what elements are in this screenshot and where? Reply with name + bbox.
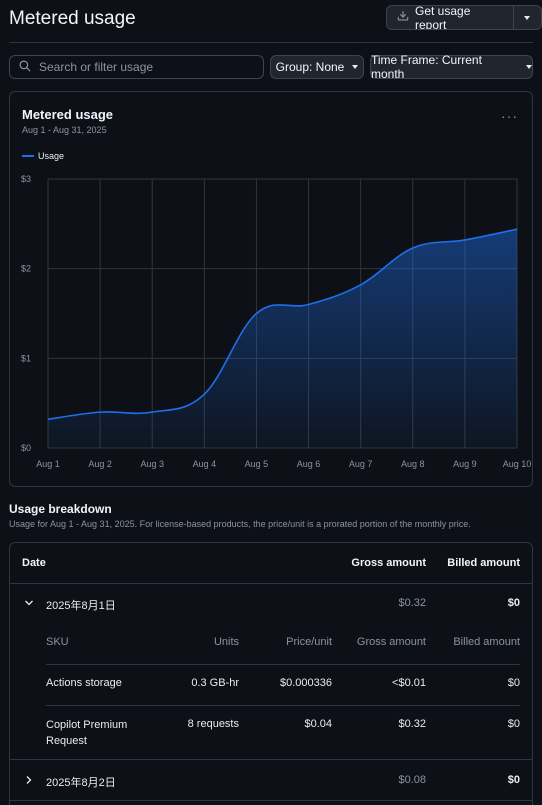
y-tick-label: $2 bbox=[21, 264, 31, 274]
report-options-dropdown[interactable] bbox=[514, 6, 541, 29]
x-tick-label: Aug 8 bbox=[401, 459, 425, 469]
sku-gross: <$0.01 bbox=[392, 677, 426, 689]
day-row-date[interactable]: 2025年8月2日 bbox=[46, 777, 116, 789]
sku-price: $0.04 bbox=[304, 718, 332, 730]
column-header-gross[interactable]: Gross amount bbox=[351, 557, 426, 569]
usage-series-line[interactable] bbox=[47, 228, 518, 421]
chart-title: Metered usage bbox=[22, 107, 114, 122]
page-title: Metered usage bbox=[9, 8, 136, 29]
sku-name: Copilot Premium Request bbox=[46, 719, 128, 747]
y-tick-label: $1 bbox=[21, 353, 31, 363]
sub-header-units: Units bbox=[213, 636, 239, 648]
x-tick-label: Aug 5 bbox=[245, 459, 269, 469]
search-input[interactable] bbox=[39, 60, 249, 74]
x-tick-label: Aug 1 bbox=[36, 459, 60, 469]
usage-area-chart: $0 $1 $2 $3 Aug 1 Aug 2 Aug 3 Aug 4 Aug 5 Aug 6 Au… bbox=[21, 174, 532, 469]
day-row-billed: $0 bbox=[507, 597, 520, 609]
caret-down-icon bbox=[352, 65, 359, 69]
day-row-billed: $0 bbox=[507, 774, 520, 786]
y-tick-label: $0 bbox=[21, 443, 31, 453]
sub-divider bbox=[46, 664, 520, 665]
y-tick-label: $3 bbox=[21, 174, 31, 184]
caret-down-icon bbox=[524, 15, 531, 20]
chart-legend[interactable]: Usage bbox=[22, 151, 64, 161]
header-divider bbox=[9, 42, 533, 43]
group-select-label: Group: None bbox=[275, 60, 345, 74]
sku-units: 8 requests bbox=[187, 718, 239, 730]
group-select[interactable]: Group: None bbox=[270, 55, 364, 79]
legend-swatch bbox=[22, 155, 34, 157]
day-row-gross: $0.08 bbox=[398, 774, 426, 786]
time-frame-select[interactable]: Time Frame: Current month bbox=[370, 53, 533, 81]
download-icon bbox=[397, 10, 409, 25]
sku-gross: $0.32 bbox=[398, 718, 426, 730]
row-divider bbox=[10, 800, 532, 801]
search-icon bbox=[19, 60, 31, 75]
sku-price: $0.000336 bbox=[280, 677, 332, 689]
x-tick-label: Aug 2 bbox=[88, 459, 112, 469]
chevron-down-icon[interactable] bbox=[23, 597, 35, 609]
sku-billed: $0 bbox=[507, 677, 520, 689]
sub-header-price: Price/unit bbox=[286, 636, 332, 648]
sub-header-gross: Gross amount bbox=[356, 636, 426, 648]
get-usage-report-button[interactable]: Get usage report bbox=[387, 6, 514, 29]
header-divider bbox=[10, 583, 532, 584]
breakdown-title: Usage breakdown bbox=[9, 502, 112, 516]
column-header-billed[interactable]: Billed amount bbox=[447, 557, 520, 569]
day-row-gross: $0.32 bbox=[398, 597, 426, 609]
search-box[interactable] bbox=[9, 55, 264, 79]
chevron-right-icon[interactable] bbox=[23, 774, 35, 786]
x-tick-label: Aug 10 bbox=[503, 459, 532, 469]
more-options-icon[interactable]: ··· bbox=[501, 108, 518, 124]
breakdown-subtitle: Usage for Aug 1 - Aug 31, 2025. For lice… bbox=[9, 519, 471, 529]
row-divider bbox=[10, 759, 532, 760]
sku-name: Actions storage bbox=[46, 677, 122, 689]
day-row-date[interactable]: 2025年8月1日 bbox=[46, 600, 116, 612]
usage-area-fill bbox=[48, 229, 517, 448]
sub-header-sku: SKU bbox=[46, 636, 69, 648]
x-tick-label: Aug 3 bbox=[140, 459, 164, 469]
sku-billed: $0 bbox=[507, 718, 520, 730]
x-tick-label: Aug 7 bbox=[349, 459, 373, 469]
chart-subtitle: Aug 1 - Aug 31, 2025 bbox=[22, 125, 107, 135]
caret-down-icon bbox=[526, 65, 532, 69]
legend-label-usage: Usage bbox=[38, 151, 65, 161]
usage-chart-card: $0 $1 $2 $3 Aug 1 Aug 2 Aug 3 Aug 4 Aug 5 Aug 6 Au… bbox=[9, 91, 533, 487]
column-header-date[interactable]: Date bbox=[22, 557, 46, 569]
time-frame-select-label: Time Frame: Current month bbox=[371, 53, 482, 81]
x-tick-label: Aug 6 bbox=[297, 459, 321, 469]
usage-breakdown-table: Date Gross amount Billed amount 2025年8月1… bbox=[9, 542, 533, 805]
sku-units: 0.3 GB-hr bbox=[191, 677, 239, 689]
usage-report-button-group: Get usage report bbox=[386, 5, 542, 30]
get-usage-report-label: Get usage report bbox=[415, 5, 471, 30]
sub-header-billed: Billed amount bbox=[453, 636, 520, 648]
x-tick-label: Aug 9 bbox=[453, 459, 477, 469]
item-divider bbox=[46, 705, 520, 706]
x-tick-label: Aug 4 bbox=[193, 459, 217, 469]
